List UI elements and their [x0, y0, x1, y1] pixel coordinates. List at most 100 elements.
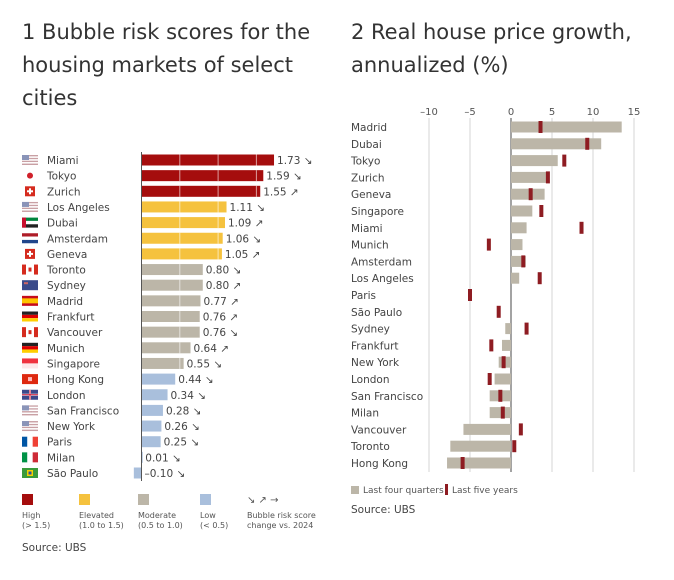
four-quarter-bar: [501, 339, 511, 351]
value-label: 0.01 ↘: [145, 452, 181, 464]
city-label: Los Angeles: [47, 202, 110, 214]
legend-range: (1.0 to 1.5): [79, 521, 124, 530]
five-year-marker: [537, 272, 542, 285]
risk-bar: [141, 373, 176, 385]
risk-bar: [141, 170, 264, 182]
flag-ch-icon: [25, 248, 35, 259]
value-label: 0.28 ↘: [166, 405, 202, 417]
five-year-marker: [524, 322, 529, 335]
five-year-marker: [579, 221, 584, 234]
four-quarter-bar: [511, 188, 545, 200]
five-year-marker: [486, 238, 491, 251]
risk-bar: [141, 436, 161, 448]
five-year-marker: [539, 205, 544, 217]
five-year-marker: [512, 440, 517, 453]
five-year-marker: [562, 154, 567, 167]
four-quarter-bar: [489, 407, 511, 419]
value-label: 1.73 ↘: [277, 155, 313, 167]
five-year-marker: [496, 305, 501, 318]
risk-bar: [141, 217, 225, 229]
risk-bar: [141, 451, 143, 463]
value-label: 1.55 ↗: [263, 186, 299, 198]
five-year-marker: [538, 121, 543, 133]
value-label: 0.77 ↗: [203, 296, 239, 308]
risk-bar: [141, 342, 191, 354]
risk-bar: [141, 201, 227, 213]
city-label: Milan: [47, 452, 75, 464]
city-label: Dubai: [351, 139, 382, 151]
four-quarter-bar: [511, 222, 527, 234]
risk-bar: [141, 389, 168, 401]
city-label: Frankfurt: [351, 340, 399, 352]
four-quarter-bar: [511, 272, 520, 284]
five-year-marker: [487, 373, 492, 385]
city-label: Tokyo: [350, 156, 380, 168]
house-price-growth-chart: –10 –5 0 5 10 15 Madrid Dubai Tokyo Zurich Geneva S…: [350, 107, 641, 472]
risk-bar: [141, 232, 223, 244]
value-label: 1.09 ↗: [228, 218, 264, 230]
risk-bar: [141, 279, 203, 291]
legend-item-high: High (> 1.5): [22, 511, 50, 531]
legend-swatch-four-quarters: [351, 486, 359, 494]
city-label: Toronto: [350, 441, 390, 453]
x-tick-label: 15: [628, 107, 641, 118]
flag-us-icon: [22, 421, 38, 432]
risk-bar: [141, 404, 163, 416]
risk-bar: [141, 295, 201, 307]
bubble-risk-chart: Miami 1.73 ↘ Tokyo 1.59 ↘ Zurich 1.55 ↗ Los An…: [22, 152, 313, 481]
four-quarter-bar: [511, 138, 602, 150]
legend-swatch-five-years: [445, 484, 448, 495]
x-tick-label: 0: [508, 107, 514, 118]
five-year-marker: [585, 137, 590, 150]
flag-au-icon: [22, 280, 38, 291]
legend-item-elevated: Elevated (1.0 to 1.5): [79, 511, 124, 531]
flag-ch-icon: [25, 186, 35, 197]
city-label: Singapore: [351, 206, 404, 218]
value-label: 0.44 ↘: [178, 374, 214, 386]
city-label: Paris: [351, 290, 376, 302]
city-label: Frankfurt: [47, 312, 95, 324]
flag-hk-icon: [22, 374, 38, 385]
risk-bar: [141, 357, 184, 369]
flag-ca-icon: [22, 264, 38, 275]
value-label: 0.80 ↗: [206, 280, 242, 292]
flag-jp-icon: [22, 170, 38, 181]
legend-item-moderate: Moderate (0.5 to 1.0): [138, 511, 183, 531]
legend-swatch-high: [22, 494, 33, 505]
city-label: Vancouver: [47, 327, 103, 339]
risk-bar: [133, 467, 142, 479]
four-quarter-bar: [511, 255, 526, 267]
city-label: San Francisco: [47, 405, 119, 417]
five-year-marker: [501, 356, 506, 369]
four-quarter-bar: [511, 171, 549, 183]
arrow-legend-icons: ↘ ↗ →: [247, 495, 279, 506]
flag-us-icon: [22, 201, 38, 212]
flag-de-icon: [22, 311, 38, 322]
risk-bar: [141, 311, 200, 322]
city-label: Tokyo: [46, 171, 76, 183]
city-label: Geneva: [47, 249, 87, 261]
legend-range: (< 0.5): [200, 521, 229, 530]
city-label: New York: [351, 357, 400, 369]
four-quarter-bar: [511, 239, 523, 251]
legend-label: Low: [200, 511, 216, 520]
right-chart-title: 2 Real house price growth, annualized (%…: [351, 20, 632, 77]
city-label: Zurich: [47, 186, 81, 198]
risk-bar: [141, 420, 162, 432]
city-label: Hong Kong: [47, 374, 104, 386]
flag-ae-icon: [22, 217, 38, 228]
value-label: 0.76 ↘: [203, 327, 239, 339]
city-label: Sydney: [47, 280, 86, 292]
four-quarter-bar: [505, 323, 511, 335]
city-label: Munich: [47, 343, 85, 355]
flag-nl-icon: [22, 233, 38, 244]
legend-label: Last five years: [452, 486, 518, 496]
city-label: Amsterdam: [47, 233, 108, 245]
value-label: 0.76 ↗: [203, 312, 239, 324]
five-year-marker: [518, 423, 523, 436]
four-quarter-bar: [494, 373, 511, 385]
city-label: Amsterdam: [351, 256, 412, 268]
flag-ca-icon: [22, 327, 38, 338]
risk-bar: [141, 154, 275, 166]
value-label: 1.11 ↘: [230, 202, 266, 214]
